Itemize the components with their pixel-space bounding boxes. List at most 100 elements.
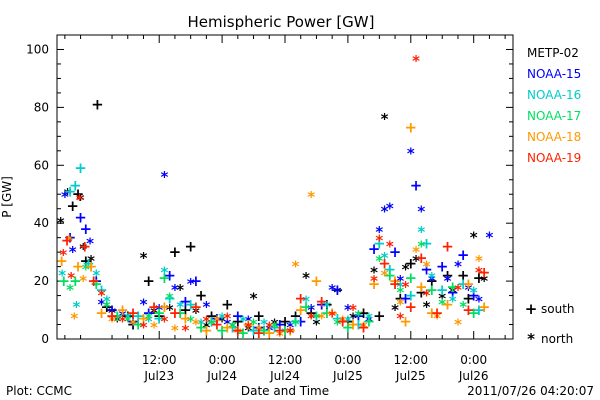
data-point-noaa-17: + — [158, 269, 171, 287]
data-point-noaa-15: * — [464, 281, 472, 299]
plot-credit: Plot: CCMC — [6, 384, 72, 398]
data-point-metp-02: + — [205, 307, 218, 325]
data-point-noaa-19: + — [169, 304, 182, 322]
data-point-metp-02: * — [438, 290, 446, 308]
data-point-noaa-15: * — [244, 313, 252, 331]
data-point-noaa-18: + — [242, 316, 255, 334]
data-point-noaa-16: + — [405, 287, 418, 305]
data-point-noaa-15: * — [485, 229, 493, 247]
data-point-noaa-18: + — [116, 301, 129, 319]
data-point-noaa-15: + — [163, 266, 176, 284]
data-point-noaa-17: + — [111, 307, 124, 325]
data-point-noaa-18: * — [412, 243, 420, 261]
data-point-noaa-16: * — [428, 269, 436, 287]
legend-item-noaa-17: NOAA-17 — [527, 109, 581, 123]
data-point-noaa-16: * — [281, 324, 289, 342]
data-point-noaa-16: * — [197, 316, 205, 334]
data-point-metp-02: * — [108, 304, 116, 322]
data-point-noaa-15: + — [274, 316, 287, 334]
data-point-metp-02: + — [169, 243, 182, 261]
data-point-noaa-16: + — [436, 281, 449, 299]
data-point-noaa-16: + — [226, 318, 239, 336]
data-point-noaa-16: * — [72, 298, 80, 316]
x-tick-date-label: Jul25 — [332, 369, 363, 383]
data-point-metp-02: + — [405, 255, 418, 273]
data-point-noaa-16: + — [69, 177, 82, 195]
data-point-metp-02: * — [77, 191, 85, 209]
data-point-noaa-16: * — [92, 266, 100, 284]
data-point-metp-02: * — [349, 310, 357, 328]
y-tick-label: 80 — [34, 100, 49, 114]
data-point-noaa-17: * — [82, 261, 90, 279]
data-point-noaa-19: + — [405, 298, 418, 316]
chart-title: Hemispheric Power [GW] — [188, 13, 375, 31]
data-point-noaa-19: * — [76, 191, 84, 209]
legend-item-noaa-15: NOAA-15 — [527, 67, 581, 81]
y-axis-ticks: 0 20 40 60 80 100 — [26, 42, 513, 346]
data-point-noaa-16: + — [184, 295, 197, 313]
data-point-metp-02: * — [87, 252, 95, 270]
data-point-noaa-15: + — [457, 246, 470, 264]
data-point-noaa-15: * — [171, 281, 179, 299]
data-point-noaa-19: * — [370, 272, 378, 290]
data-point-noaa-16: * — [396, 278, 404, 296]
y-axis-label: P [GW] — [0, 176, 14, 218]
x-tick-time-label: 12:00 — [268, 353, 303, 367]
data-point-noaa-19: + — [211, 316, 224, 334]
data-point-noaa-15: + — [389, 243, 402, 261]
data-point-noaa-18: + — [158, 298, 171, 316]
data-point-metp-02: * — [176, 281, 184, 299]
data-point-noaa-17: * — [166, 290, 174, 308]
data-point-noaa-17: * — [438, 295, 446, 313]
data-point-noaa-19: * — [386, 237, 394, 255]
data-point-noaa-18: + — [462, 275, 475, 293]
data-point-noaa-19: * — [140, 318, 148, 336]
data-point-noaa-18: + — [399, 313, 412, 331]
data-point-noaa-18: + — [200, 321, 213, 339]
data-points: **++**+*++** ++*+*+ *+*++*+*+ *+*+ **++ * +*+*… — [55, 52, 493, 345]
data-point-metp-02: * — [79, 240, 87, 258]
data-point-noaa-18: + — [441, 295, 454, 313]
x-tick-date-label: Jul24 — [206, 369, 237, 383]
data-point-noaa-18: * — [475, 252, 483, 270]
data-point-noaa-17: * — [271, 318, 279, 336]
data-point-noaa-15: + — [127, 313, 140, 331]
x-tick-date-label: Jul25 — [395, 369, 426, 383]
marker-label-south: south — [541, 302, 575, 316]
data-point-noaa-16: + — [132, 307, 145, 325]
data-point-metp-02: + — [184, 237, 197, 255]
data-point-noaa-15: + — [352, 307, 365, 325]
data-point-metp-02: + — [342, 313, 355, 331]
data-point-noaa-15: * — [475, 292, 483, 310]
data-point-noaa-18: + — [179, 310, 192, 328]
data-point-noaa-19: * — [475, 263, 483, 281]
data-point-metp-02: + — [91, 96, 104, 114]
data-point-metp-02: * — [140, 249, 148, 267]
data-point-noaa-16: + — [163, 290, 176, 308]
data-point-metp-02: + — [426, 272, 439, 290]
data-point-metp-02: + — [457, 266, 470, 284]
data-point-metp-02: * — [271, 316, 279, 334]
data-point-metp-02: * — [113, 313, 121, 331]
data-point-noaa-16: * — [124, 310, 132, 328]
data-point-noaa-15: * — [265, 321, 273, 339]
data-point-metp-02: + — [473, 269, 486, 287]
data-point-noaa-19: + — [232, 321, 245, 339]
data-point-noaa-17: + — [446, 278, 459, 296]
data-point-noaa-15: * — [454, 258, 462, 276]
data-point-noaa-19: * — [265, 318, 273, 336]
legend-item-noaa-16: NOAA-16 — [527, 88, 581, 102]
data-point-noaa-16: * — [302, 292, 310, 310]
y-tick-label: 100 — [26, 42, 49, 56]
y-tick-label: 40 — [34, 216, 49, 230]
data-point-noaa-15: * — [61, 188, 69, 206]
data-point-metp-02: * — [57, 214, 65, 232]
series-legend: METP-02 NOAA-15 NOAA-16 NOAA-17 NOAA-18 NOAA-… — [527, 46, 581, 165]
data-point-noaa-16: + — [384, 261, 397, 279]
data-point-metp-02: + — [258, 321, 271, 339]
data-point-noaa-15: * — [187, 275, 195, 293]
data-point-noaa-17: + — [237, 324, 250, 342]
data-point-noaa-19: * — [119, 313, 127, 331]
data-point-noaa-18: * — [276, 327, 284, 345]
data-point-noaa-19: + — [294, 290, 307, 308]
